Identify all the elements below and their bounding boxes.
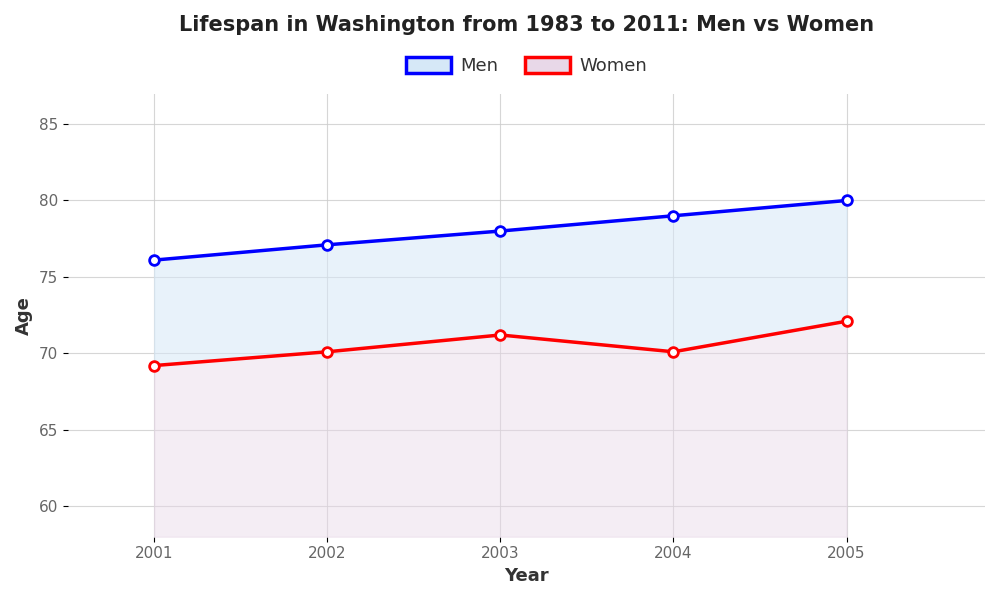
Legend: Men, Women: Men, Women <box>399 49 654 82</box>
X-axis label: Year: Year <box>504 567 549 585</box>
Title: Lifespan in Washington from 1983 to 2011: Men vs Women: Lifespan in Washington from 1983 to 2011… <box>179 15 874 35</box>
Y-axis label: Age: Age <box>15 296 33 335</box>
